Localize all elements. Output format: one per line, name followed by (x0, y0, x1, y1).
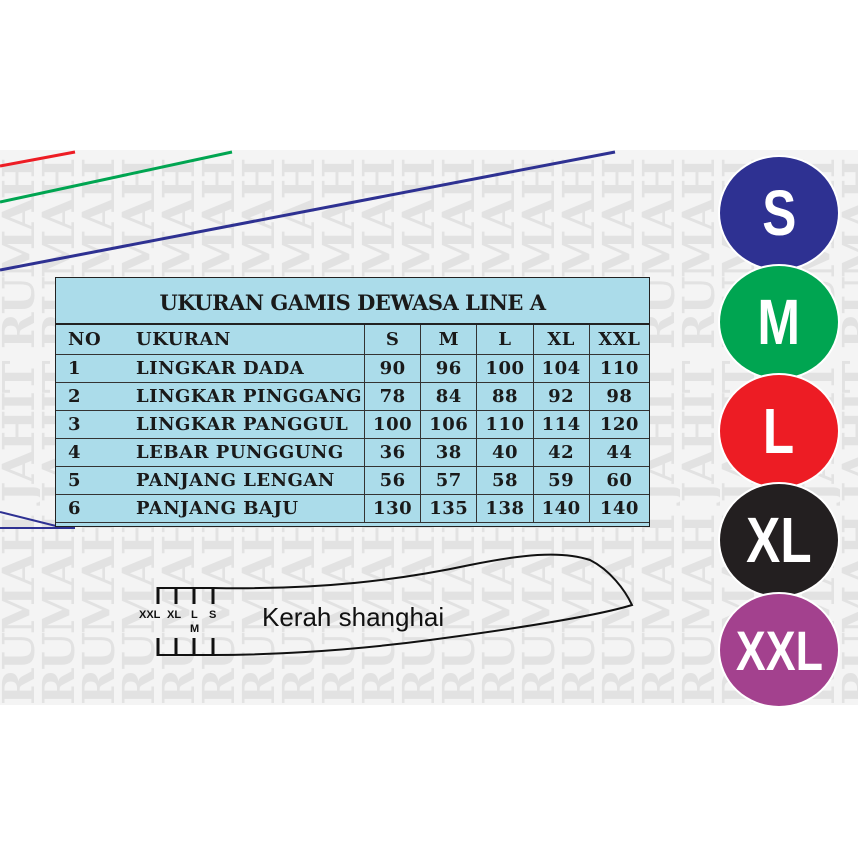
measurement-name: LINGKAR PANGGUL (121, 410, 365, 439)
row-number: 2 (56, 382, 121, 411)
size-table: UKURAN GAMIS DEWASA LINE A NO UKURAN S M L XL… (55, 277, 650, 527)
collar-mark-l: L (191, 609, 198, 621)
row-number: 3 (56, 410, 121, 439)
size-badge-m: M (718, 264, 840, 380)
size-value: 57 (420, 466, 477, 495)
size-value: 59 (532, 466, 590, 495)
collar-mark-m: M (190, 623, 200, 635)
table-title: UKURAN GAMIS DEWASA LINE A (56, 278, 649, 325)
table-row: 5 PANJANG LENGAN 56 57 58 59 60 (56, 466, 649, 495)
blue-stripe-lower (0, 511, 61, 528)
size-value: 140 (588, 494, 649, 523)
size-value: 42 (532, 438, 590, 467)
row-number: NO (56, 325, 121, 355)
size-badge-label: S (761, 177, 797, 249)
size-value: L (476, 325, 534, 355)
size-badge-s: S (718, 155, 840, 271)
size-value: M (420, 325, 477, 355)
size-value: 40 (476, 438, 534, 467)
size-badge-xl: XL (718, 482, 840, 598)
size-value: 88 (476, 382, 534, 411)
measurement-name: PANJANG BAJU (121, 494, 365, 523)
size-badge-label: L (763, 395, 795, 467)
table-row: 3 LINGKAR PANGGUL 100 106 110 114 120 (56, 410, 649, 439)
table-row: 1 LINGKAR DADA 90 96 100 104 110 (56, 354, 649, 383)
size-value: 120 (588, 410, 649, 439)
size-value: 106 (420, 410, 477, 439)
collar-mark-s: S (209, 609, 217, 621)
table-row: 2 LINGKAR PINGGANG 78 84 88 92 98 (56, 382, 649, 411)
size-value: S (363, 325, 421, 355)
size-value: 100 (476, 354, 534, 383)
size-badge-label: XL (746, 504, 812, 576)
size-value: 84 (420, 382, 477, 411)
row-number: 4 (56, 438, 121, 467)
size-value: 138 (476, 494, 534, 523)
measurement-name: LEBAR PUNGGUNG (121, 438, 365, 467)
header-row: NO UKURAN S M L XL XXL (56, 325, 649, 355)
measurement-name: LINGKAR DADA (121, 354, 365, 383)
size-value: 130 (363, 494, 421, 523)
size-value: 56 (363, 466, 421, 495)
row-number: 6 (56, 494, 121, 523)
size-value: 90 (363, 354, 421, 383)
size-value: 110 (476, 410, 534, 439)
size-value: 98 (588, 382, 649, 411)
size-value: 114 (532, 410, 590, 439)
size-value: 110 (588, 354, 649, 383)
collar-mark-xxl: XXL (139, 609, 161, 621)
collar-label: Kerah shanghai (262, 602, 445, 632)
size-value: 92 (532, 382, 590, 411)
size-value: XL (532, 325, 590, 355)
blue-stripe (0, 150, 616, 272)
red-stripe (0, 150, 76, 168)
size-value: 100 (363, 410, 421, 439)
table-row: 6 PANJANG BAJU 130 135 138 140 140 (56, 494, 649, 523)
size-value: 104 (532, 354, 590, 383)
collar-mark-xl: XL (167, 609, 182, 621)
size-value: 36 (363, 438, 421, 467)
size-table-grid: NO UKURAN S M L XL XXL 1 LINGKAR DADA 90 96 100 104 1… (56, 325, 649, 523)
size-value: 140 (532, 494, 590, 523)
size-value: 44 (588, 438, 649, 467)
row-number: 5 (56, 466, 121, 495)
table-row: 4 LEBAR PUNGGUNG 36 38 40 42 44 (56, 438, 649, 467)
row-number: 1 (56, 354, 121, 383)
size-value: 60 (588, 466, 649, 495)
size-value: 38 (420, 438, 477, 467)
size-badge-xxl: XXL (718, 592, 840, 708)
measurement-name: UKURAN (121, 325, 365, 355)
size-value: 135 (420, 494, 477, 523)
measurement-name: LINGKAR PINGGANG (121, 382, 365, 411)
green-stripe (0, 150, 233, 204)
size-badge-l: L (718, 373, 840, 489)
size-badge-label: XXL (735, 618, 823, 682)
size-value: 58 (476, 466, 534, 495)
size-value: 78 (363, 382, 421, 411)
size-value: XXL (588, 325, 649, 355)
size-badge-label: M (757, 286, 801, 358)
size-value: 96 (420, 354, 477, 383)
measurement-name: PANJANG LENGAN (121, 466, 365, 495)
